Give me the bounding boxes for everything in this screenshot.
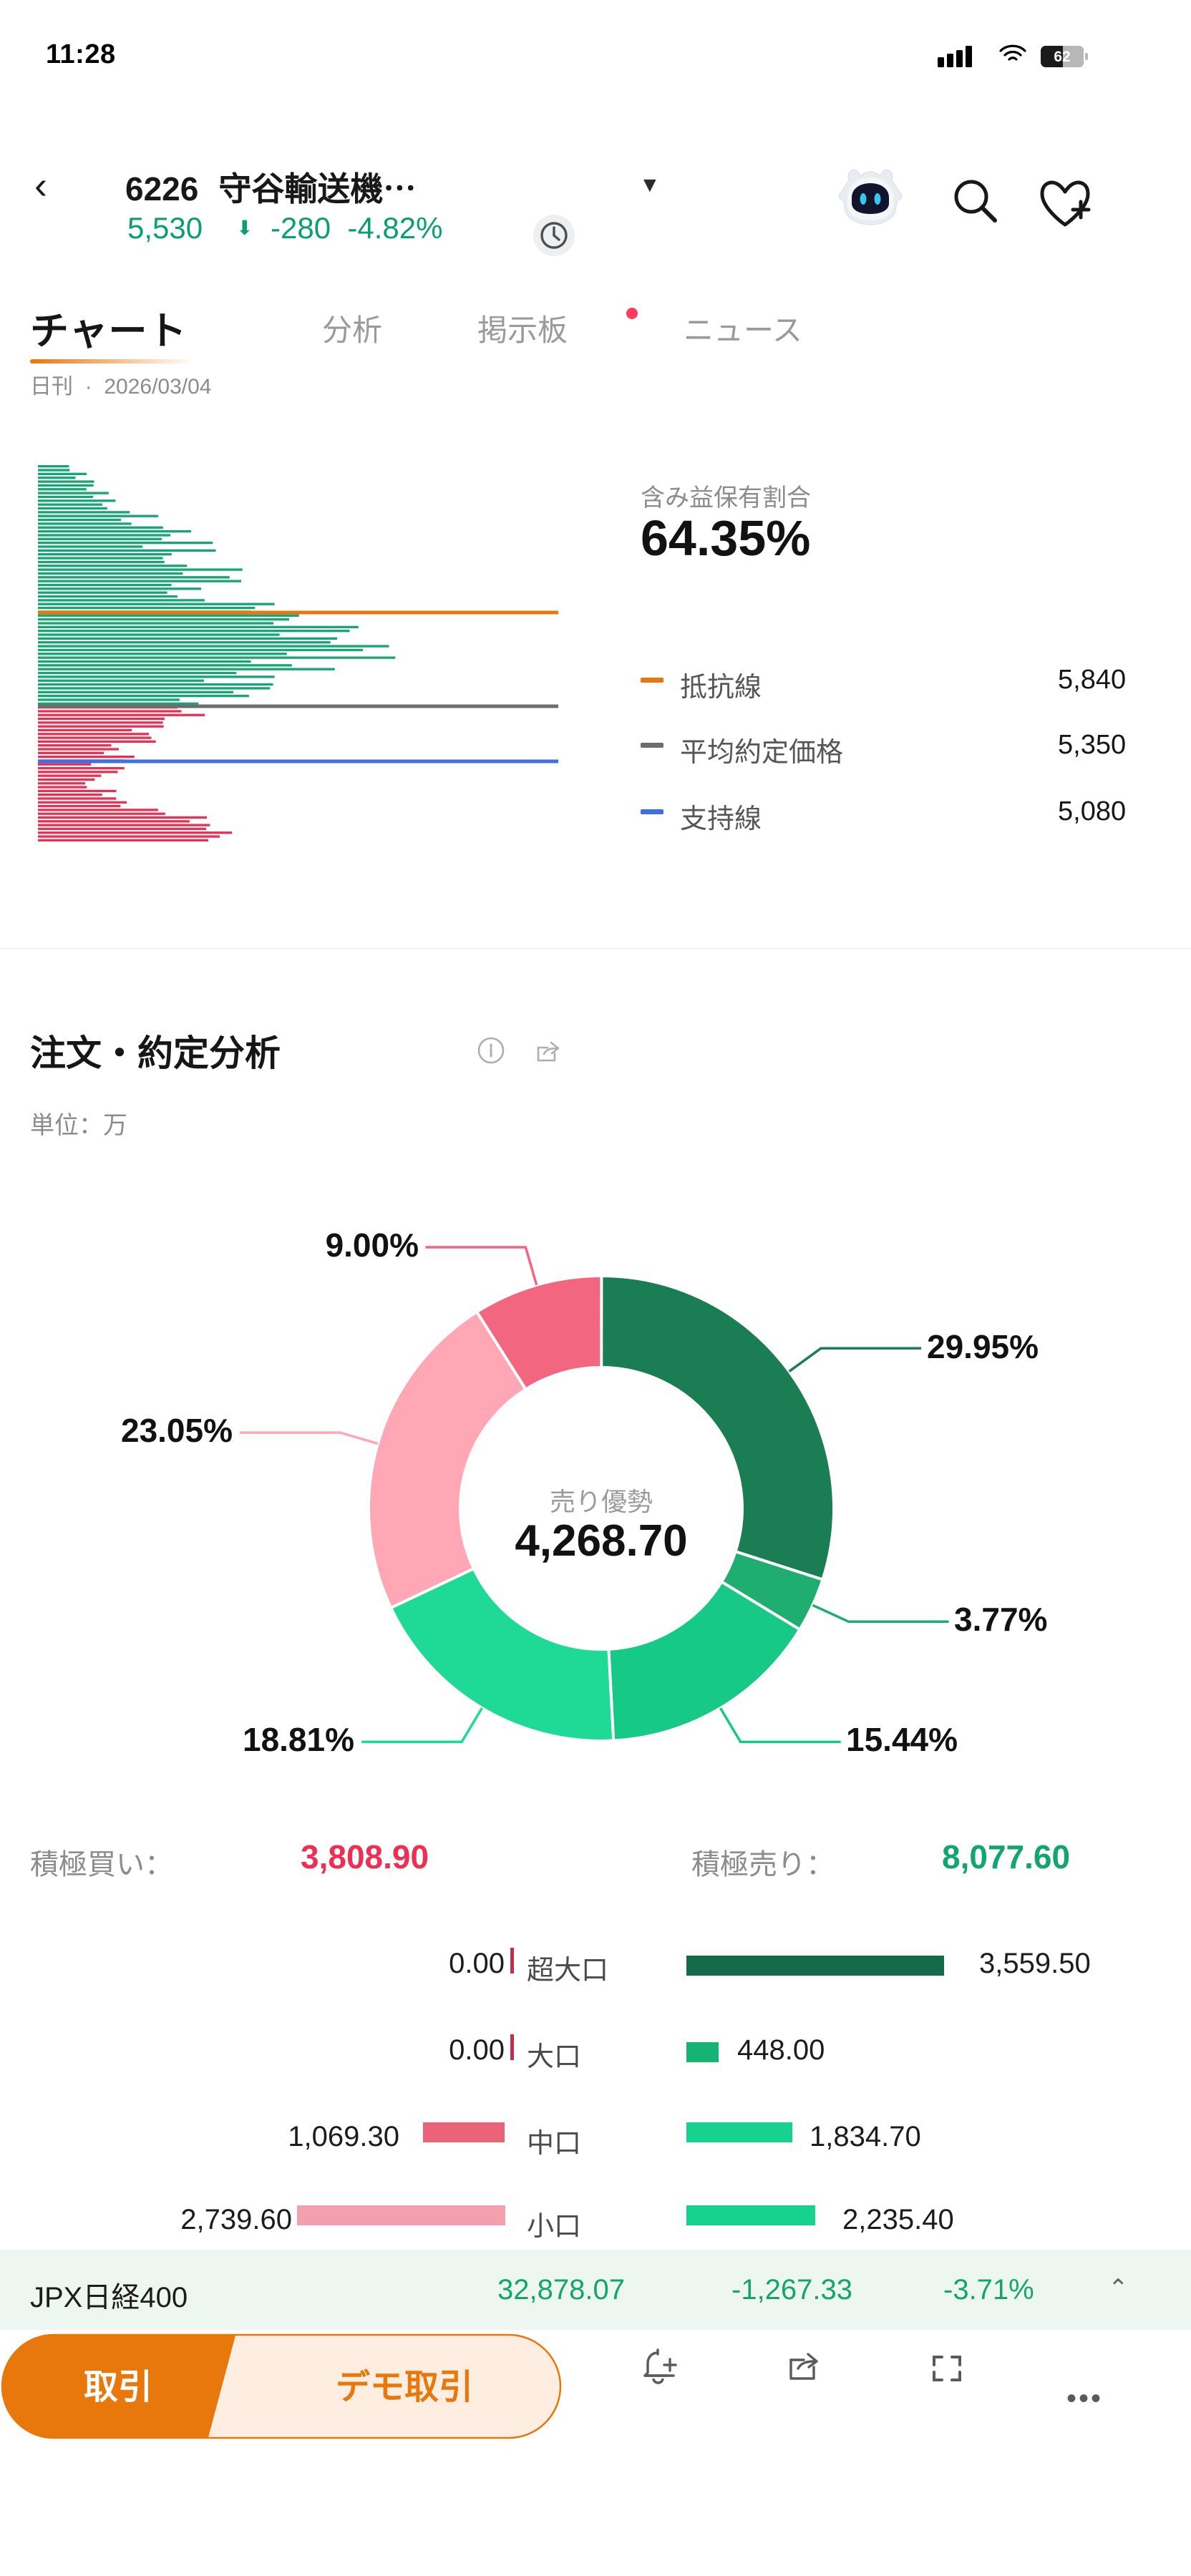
- svg-text:取引: 取引: [84, 2368, 152, 2406]
- svg-text:デモ取引: デモ取引: [336, 2368, 473, 2406]
